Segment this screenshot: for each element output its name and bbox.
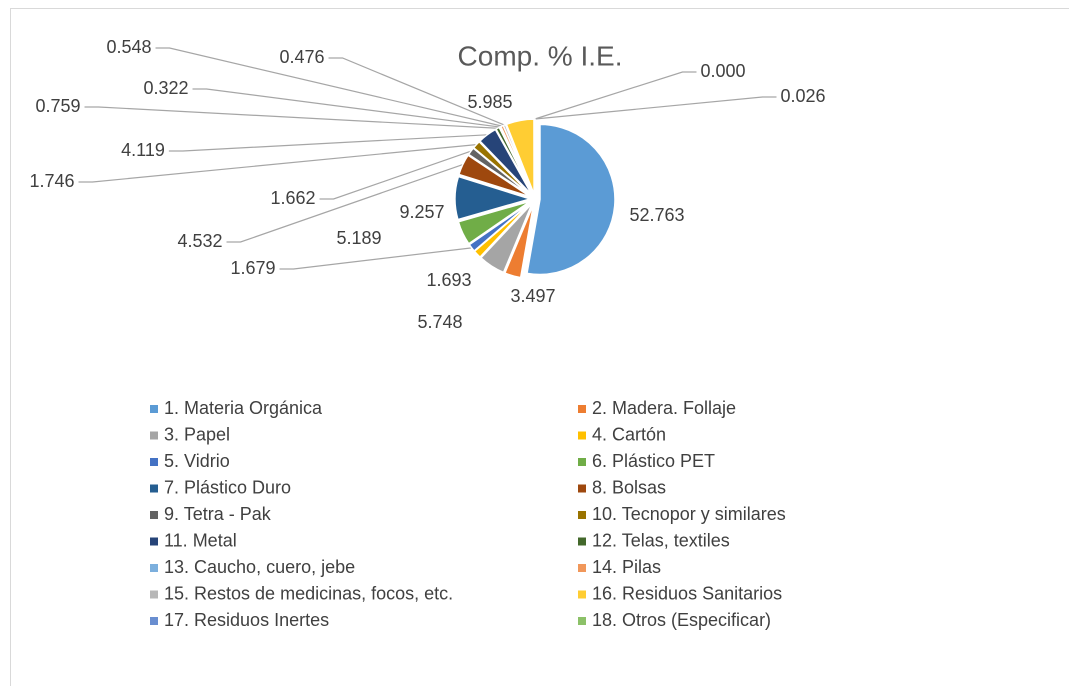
leader-line (226, 163, 464, 243)
data-label: 0.759 (35, 96, 80, 116)
legend-marker (578, 458, 586, 466)
pie-slice (457, 200, 531, 245)
data-label: 5.748 (417, 312, 462, 332)
data-label: 1.662 (270, 188, 315, 208)
pie-slice (526, 123, 616, 276)
legend-marker (150, 617, 158, 625)
leader-line (279, 247, 472, 270)
data-label: 9.257 (399, 202, 444, 222)
pie-slice (472, 140, 532, 197)
data-label: 0.000 (700, 61, 745, 81)
pie-slice (457, 154, 531, 198)
data-label: 5.189 (336, 228, 381, 248)
legend-label: 10. Tecnopor y similares (592, 504, 786, 524)
data-label: 0.322 (143, 78, 188, 98)
legend-label: 14. Pilas (592, 557, 661, 577)
data-label: 1.746 (29, 171, 74, 191)
chart-frame (10, 8, 1069, 686)
legend-label: 12. Telas, textiles (592, 530, 730, 550)
leader-line (319, 150, 472, 200)
data-label: 0.026 (780, 86, 825, 106)
data-label: 1.693 (426, 270, 471, 290)
leader-line (155, 47, 503, 127)
pie-slice (468, 201, 532, 252)
chart-title: Comp. % I.E. (458, 40, 623, 71)
legend-label: 7. Plástico Duro (164, 477, 291, 497)
pie-slice (479, 202, 533, 274)
data-label: 4.119 (121, 140, 165, 160)
pie-slice (478, 128, 533, 196)
legend-label: 3. Papel (164, 424, 230, 444)
pie-slice (503, 203, 535, 279)
leader-line (534, 71, 697, 120)
leader-line (328, 57, 505, 126)
legend-marker (150, 590, 158, 599)
data-label: 3.497 (510, 286, 555, 306)
data-label: 52.763 (629, 205, 684, 225)
legend-marker (150, 511, 158, 519)
legend-label: 4. Cartón (592, 424, 666, 444)
legend-label: 11. Metal (164, 530, 237, 550)
legend-label: 6. Plástico PET (592, 451, 715, 471)
legend-marker (150, 564, 158, 572)
data-label: 1.679 (230, 258, 275, 278)
legend-marker (578, 537, 586, 546)
legend-marker (578, 564, 586, 572)
data-label: 5.985 (467, 92, 512, 112)
leader-line (192, 88, 501, 128)
legend-label: 9. Tetra - Pak (164, 504, 272, 524)
data-label: 0.476 (279, 47, 324, 67)
data-label: 4.532 (177, 231, 222, 251)
legend-label: 17. Residuos Inertes (164, 610, 329, 630)
leader-line (84, 106, 498, 129)
leader-line (78, 144, 477, 183)
legend-label: 1. Materia Orgánica (164, 398, 323, 418)
legend-marker (150, 484, 158, 493)
legend-marker (578, 590, 586, 599)
legend-label: 13. Caucho, cuero, jebe (164, 557, 355, 577)
legend-marker (578, 405, 586, 413)
legend-label: 15. Restos de medicinas, focos, etc. (164, 583, 453, 603)
legend-label: 2. Madera. Follaje (592, 398, 736, 418)
legend-marker (578, 617, 586, 625)
pie-slice (454, 175, 533, 221)
legend-marker (150, 537, 158, 546)
legend-marker (150, 431, 158, 440)
legend-marker (150, 458, 158, 466)
legend-marker (578, 511, 586, 519)
legend-label: 18. Otros (Especificar) (592, 610, 771, 630)
legend-label: 8. Bolsas (592, 477, 666, 497)
legend-marker (578, 431, 586, 440)
pie-slice (505, 118, 535, 195)
legend-marker (150, 405, 158, 413)
legend-marker (578, 484, 586, 493)
leader-line (168, 134, 488, 152)
legend-label: 16. Residuos Sanitarios (592, 583, 782, 603)
leader-line (534, 96, 777, 120)
legend-label: 5. Vidrio (164, 451, 230, 471)
pie-slice (502, 123, 534, 195)
data-label: 0.548 (106, 37, 151, 57)
